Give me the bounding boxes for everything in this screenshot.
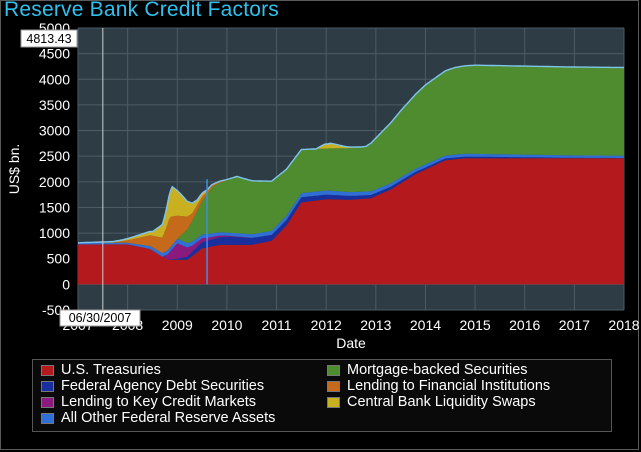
y-tick-label: 500 bbox=[47, 251, 71, 267]
cursor-date-box bbox=[59, 309, 141, 327]
x-tick-label: 2015 bbox=[460, 317, 491, 333]
legend-swatch bbox=[327, 396, 340, 408]
cursor-value-box bbox=[20, 29, 78, 48]
legend-label: U.S. Treasuries bbox=[61, 362, 161, 378]
legend-swatch bbox=[41, 364, 54, 376]
legend-item: Central Bank Liquidity Swaps bbox=[327, 394, 536, 410]
x-tick-label: 2009 bbox=[162, 317, 193, 333]
legend-item: All Other Federal Reserve Assets bbox=[41, 410, 275, 426]
area-chart: -500050010001500200025003000350040004500… bbox=[6, 20, 640, 351]
legend-swatch bbox=[327, 364, 340, 376]
x-tick-label: 2016 bbox=[509, 317, 540, 333]
legend-label: Mortgage-backed Securities bbox=[347, 362, 528, 378]
y-tick-label: 1500 bbox=[39, 199, 70, 215]
legend-label: Federal Agency Debt Securities bbox=[61, 378, 265, 394]
legend-label: All Other Federal Reserve Assets bbox=[61, 410, 276, 426]
y-tick-label: 3000 bbox=[39, 123, 70, 139]
x-tick-label: 2014 bbox=[410, 317, 441, 333]
legend-swatch bbox=[41, 412, 54, 424]
x-tick-label: 2017 bbox=[559, 317, 590, 333]
y-tick-label: 1000 bbox=[39, 225, 70, 241]
series-area bbox=[78, 158, 624, 285]
y-tick-label: 2500 bbox=[39, 148, 70, 164]
legend-label: Lending to Financial Institutions bbox=[347, 378, 551, 394]
y-tick-label: 3500 bbox=[39, 97, 70, 113]
legend-label: Lending to Key Credit Markets bbox=[61, 394, 257, 410]
legend-item: Mortgage-backed Securities bbox=[327, 362, 528, 378]
y-tick-label: 4500 bbox=[39, 46, 70, 62]
legend-label: Central Bank Liquidity Swaps bbox=[347, 394, 536, 410]
y-tick-label: 2000 bbox=[39, 174, 70, 190]
cursor-date-label: 06/30/2007 bbox=[69, 311, 132, 325]
legend-item: Federal Agency Debt Securities bbox=[41, 378, 264, 394]
y-tick-label: 4000 bbox=[39, 71, 70, 87]
series-area bbox=[78, 65, 624, 253]
legend-swatch bbox=[41, 396, 54, 408]
x-tick-label: 2012 bbox=[311, 317, 342, 333]
legend-item: Lending to Key Credit Markets bbox=[41, 394, 256, 410]
legend-item: Lending to Financial Institutions bbox=[327, 378, 550, 394]
x-tick-label: 2011 bbox=[261, 317, 291, 333]
x-tick-label: 2018 bbox=[608, 317, 639, 333]
legend-swatch bbox=[41, 380, 54, 392]
y-tick-label: 0 bbox=[62, 276, 70, 292]
page-title: Reserve Bank Credit Factors bbox=[4, 0, 279, 21]
x-tick-label: 2010 bbox=[211, 317, 242, 333]
cursor-value-label: 4813.43 bbox=[26, 32, 71, 46]
legend-swatch bbox=[327, 380, 340, 392]
legend-item: U.S. Treasuries bbox=[41, 362, 161, 378]
y-axis-label: US$ bn. bbox=[6, 144, 22, 195]
legend: U.S. Treasuries Mortgage-backed Securitie… bbox=[32, 359, 612, 432]
x-tick-label: 2013 bbox=[360, 317, 391, 333]
total-line bbox=[78, 64, 624, 244]
x-axis-label: Date bbox=[336, 335, 366, 351]
